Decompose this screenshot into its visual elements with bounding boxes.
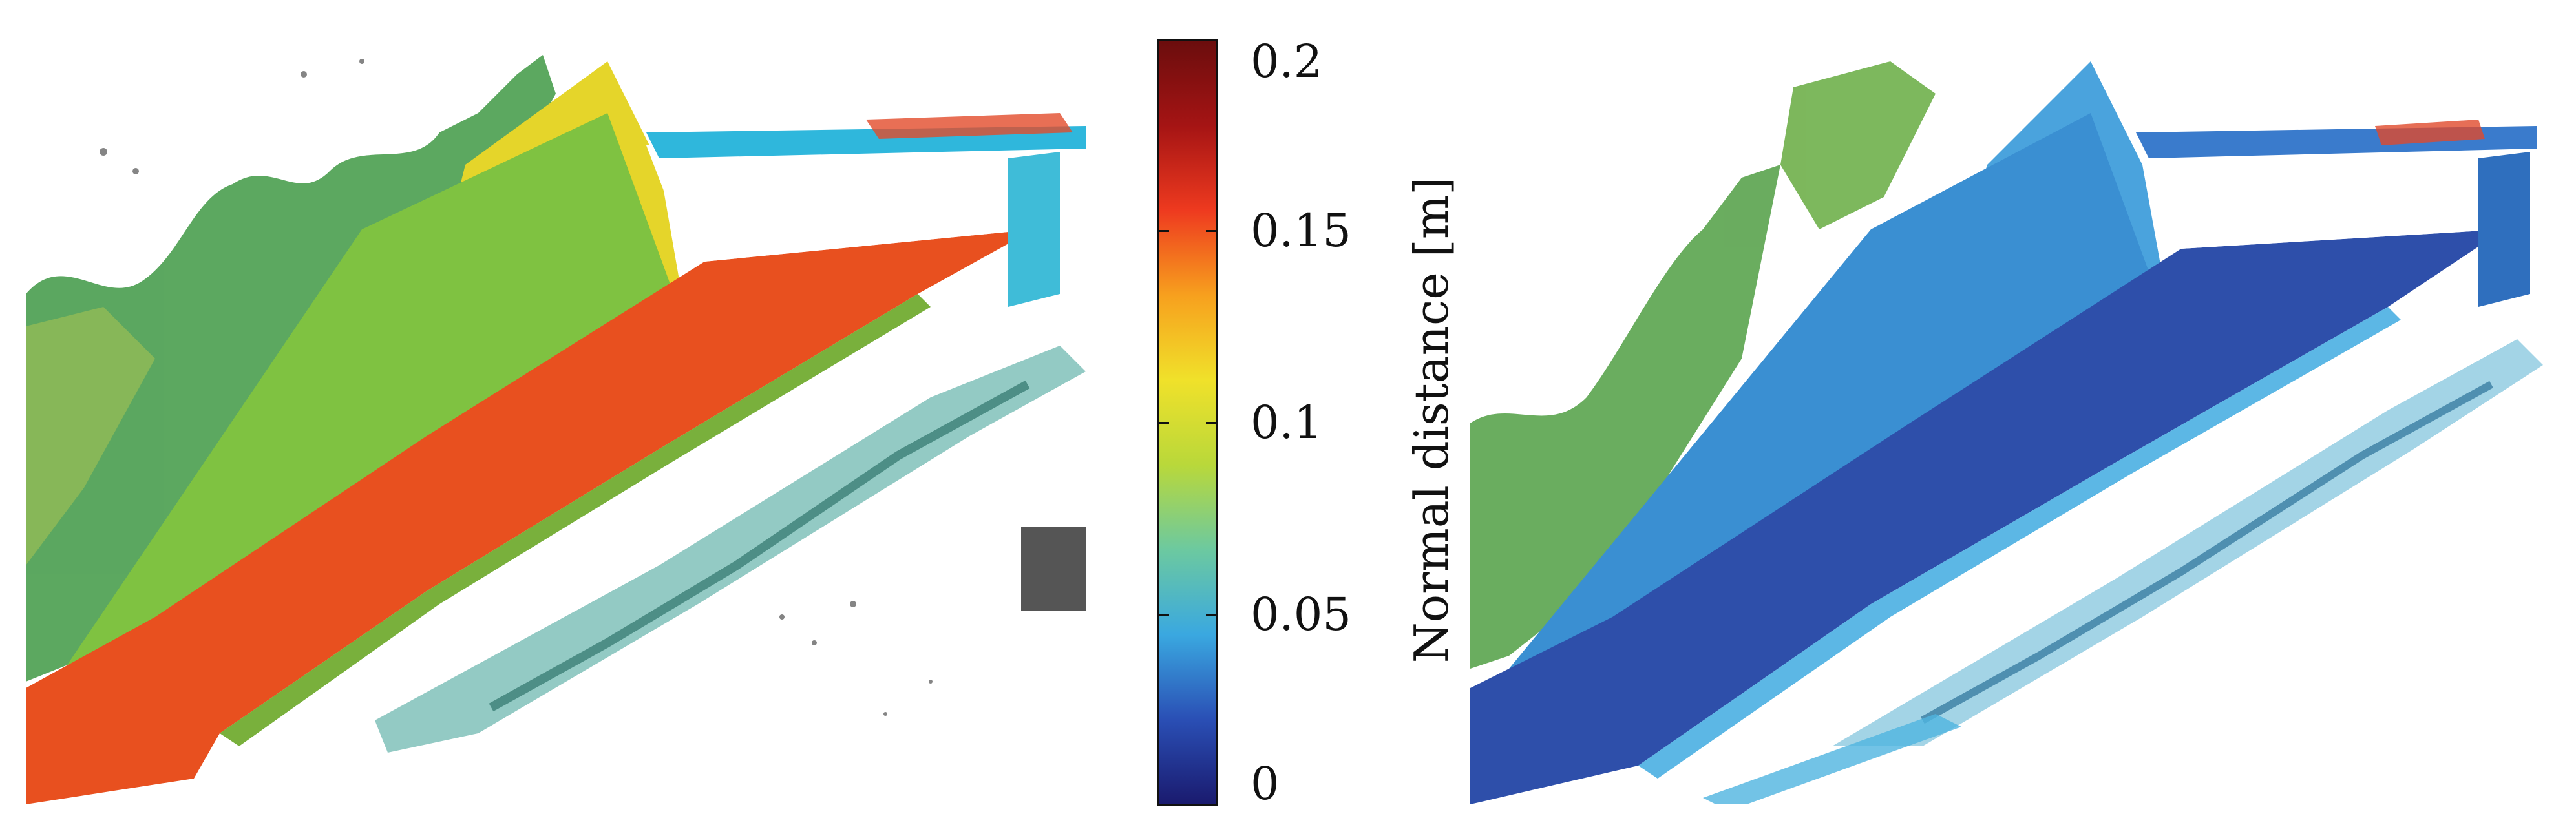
lower-embankment — [1832, 339, 2543, 746]
dark-structure — [1021, 527, 1086, 611]
colorbar-tick-mark — [1159, 229, 1169, 232]
overpass-edge-hot — [2375, 120, 2485, 145]
vegetation-right — [1470, 61, 1936, 669]
overpass-pier — [2478, 152, 2530, 307]
colorbar-tick-label: 0.05 — [1251, 588, 1351, 641]
road-curb — [220, 294, 931, 746]
colorbar-title: Normal distance [m] — [1404, 176, 1459, 664]
colorbar-tick-mark — [1206, 613, 1216, 616]
overpass-pier — [1008, 152, 1060, 307]
ground-strip — [1703, 714, 1961, 804]
overpass-deck — [646, 126, 1086, 262]
colorbar-tick-label: 0.1 — [1251, 396, 1323, 449]
noise-points — [100, 59, 933, 716]
railing — [489, 380, 1030, 712]
colorbar-tick-mark — [1206, 229, 1216, 232]
colorbar-tick-label: 0.2 — [1251, 35, 1323, 88]
colorbar-tick-mark — [1159, 613, 1169, 616]
tunnel-wall — [1509, 113, 2162, 682]
railing — [1921, 381, 2493, 724]
colorbar-tick-label: 0.15 — [1251, 204, 1351, 257]
point-cloud-right — [1470, 36, 2556, 804]
colorbar-tick-mark — [1159, 421, 1169, 424]
road-curb — [1638, 307, 2401, 779]
overpass-edge-hot — [866, 113, 1073, 139]
tunnel-wall — [65, 113, 679, 682]
road-surface — [26, 229, 1034, 804]
overpass-deck — [2136, 126, 2530, 249]
colorbar-tick-label: 0 — [1251, 757, 1280, 810]
road-surface — [1470, 229, 2504, 804]
colorbar-tick-mark — [1206, 421, 1216, 424]
point-cloud-left — [26, 36, 1124, 804]
